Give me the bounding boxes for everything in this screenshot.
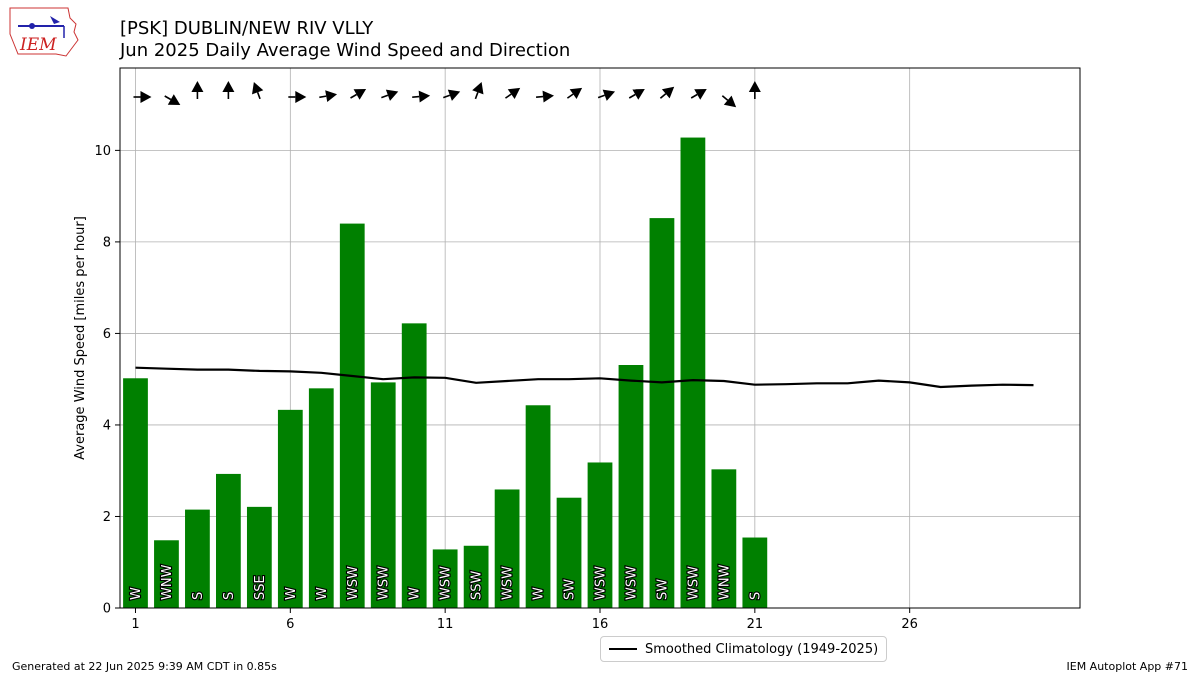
wind-bar [742,537,768,608]
wind-bar [277,409,303,608]
y-tick-label: 0 [103,602,111,617]
wind-bar [308,388,334,608]
wind-bar [246,506,272,608]
direction-label: WSW [439,566,454,600]
direction-label: WSW [377,566,392,600]
direction-label: SW [563,579,578,600]
y-tick-label: 4 [103,418,111,433]
legend-swatch-climatology [609,648,637,650]
direction-label: W [129,587,144,600]
wind-bar [556,497,582,608]
direction-label: WSW [594,566,609,600]
wind-bar [463,545,489,608]
y-axis-label: Average Wind Speed [miles per hour] [73,216,88,460]
app-note: IEM Autoplot App #71 [1066,660,1189,673]
grid-layer [120,68,1080,609]
direction-label: SSW [470,570,485,600]
y-tick-label: 6 [103,327,111,342]
direction-label: W [315,587,330,600]
direction-label: W [532,587,547,600]
wind-bar [587,462,613,608]
x-tick-label: 26 [901,617,918,632]
wind-bar [123,378,148,608]
wind-arrow [597,89,616,101]
legend-label-climatology: Smoothed Climatology (1949-2025) [645,641,879,657]
y-tick-label: 8 [103,235,111,250]
wind-arrow [252,81,264,100]
climatology-layer [135,366,1034,389]
x-tick-label: 11 [437,617,454,632]
wind-arrow [191,81,204,99]
direction-label: WNW [160,564,175,600]
x-tick-label: 1 [131,617,139,632]
y-tick-label: 10 [94,144,111,159]
direction-label: S [191,592,206,600]
wind-arrow [222,81,235,99]
wind-bar [154,540,179,608]
wind-arrow [288,91,307,103]
direction-label: SW [655,579,670,600]
wind-arrow [659,86,675,99]
direction-label: S [748,592,763,600]
direction-label: WNW [717,564,732,600]
wind-bar [618,365,644,608]
wind-arrow [350,89,367,100]
wind-bar [494,489,520,608]
arrows-layer [133,81,761,108]
wind-arrow [690,89,707,100]
wind-arrow [504,87,521,100]
wind-bar [401,323,427,608]
x-tick-label: 21 [747,617,764,632]
x-tick-label: 6 [286,617,294,632]
wind-bar [370,382,396,608]
legend: Smoothed Climatology (1949-2025) [600,636,888,662]
logo-text: IEM [19,35,57,55]
iem-logo: IEM [9,7,79,57]
direction-label: W [408,587,423,600]
wind-arrow [628,89,645,100]
wind-bar [216,473,241,608]
wind-arrow [721,95,737,108]
direction-label: WSW [686,566,701,600]
y-tick-label: 2 [103,510,111,525]
wind-arrow [381,89,399,101]
wind-arrow [319,90,338,103]
direction-label: W [284,587,299,600]
wind-arrow [133,91,152,103]
chart-subtitle: Jun 2025 Daily Average Wind Speed and Di… [120,40,571,61]
wind-arrow [472,81,484,100]
wind-arrow [566,87,583,100]
wind-bar [711,469,737,608]
wind-arrow [443,89,461,101]
wind-arrow [748,81,761,99]
wind-arrow [164,94,181,105]
wind-arrow [536,90,555,103]
wind-arrow [412,90,431,103]
direction-label: WSW [624,566,639,600]
direction-label: S [222,592,237,600]
direction-label: WSW [346,566,361,600]
generated-note: Generated at 22 Jun 2025 9:39 AM CDT in … [12,660,277,673]
direction-label: WSW [501,566,516,600]
bars-layer [123,137,768,609]
wind-bar [649,218,675,609]
wind-bar [185,509,210,608]
wind-bar [680,137,706,608]
x-tick-label: 16 [592,617,609,632]
direction-label: SSE [253,575,268,600]
chart-title: [PSK] DUBLIN/NEW RIV VLLY [120,18,374,39]
wind-bar [432,549,458,608]
climatology-line [135,366,1034,389]
wind-bar [525,405,551,608]
direction-labels-layer: W WNW S S SSE W W WSW WSW W WSW SSW WSW W SW WSW WSW SW WS… [128,563,765,601]
wind-bar [339,223,365,609]
